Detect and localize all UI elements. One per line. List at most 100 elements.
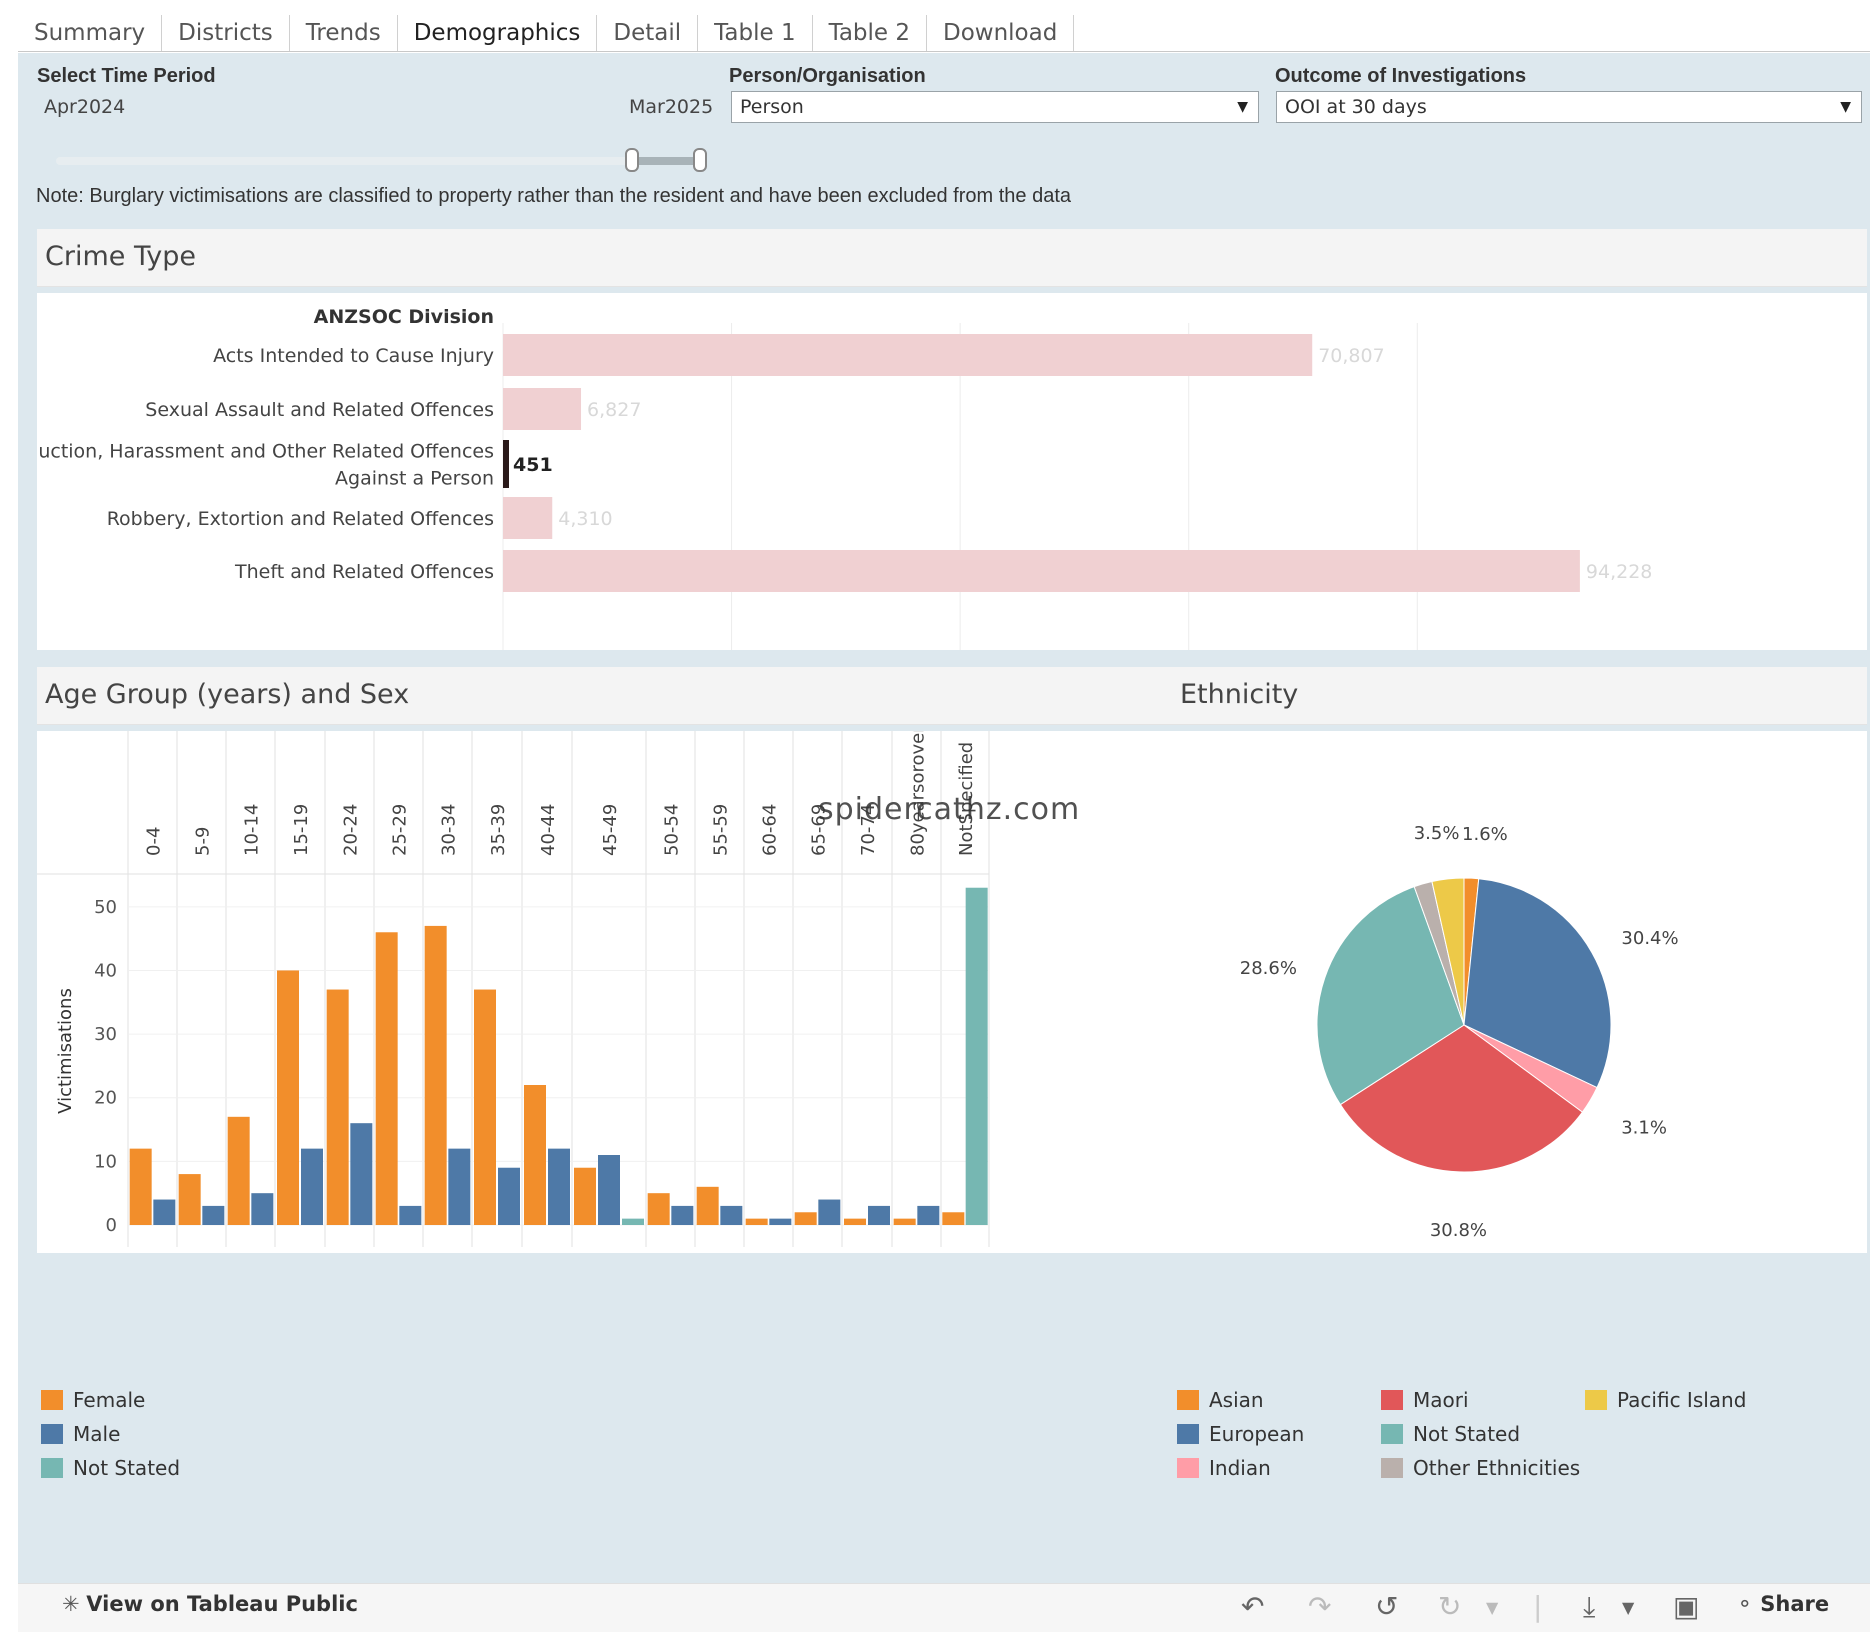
age-bar-female — [326, 989, 349, 1225]
tab-download[interactable]: Download — [927, 15, 1075, 51]
legend-swatch — [41, 1458, 63, 1478]
age-bar-male — [301, 1148, 323, 1225]
crime-value-label: 451 — [513, 454, 553, 476]
y-tick-label: 10 — [94, 1151, 117, 1172]
age-bar-male — [399, 1205, 422, 1225]
age-category-label: NotSpecified — [956, 742, 977, 856]
legend-item-indian[interactable]: Indian — [1177, 1456, 1271, 1480]
age-category-label: 80yearsorover — [908, 731, 929, 856]
age-category-label: 0-4 — [144, 827, 165, 856]
time-slider-track[interactable] — [56, 157, 656, 165]
person-org-title: Person/Organisation — [729, 65, 926, 87]
legend-item-female[interactable]: Female — [41, 1388, 145, 1412]
crime-category-label: Theft and Related Offences — [234, 561, 494, 583]
ethnicity-card: 1.6% 30.4% 3.1% 30.8% 28.6% 3.5% — [1172, 731, 1867, 1253]
age-bar-female — [893, 1218, 916, 1225]
legend-item-not-stated[interactable]: Not Stated — [41, 1456, 180, 1480]
crime-bar — [503, 334, 1313, 376]
legend-label: Maori — [1413, 1388, 1469, 1412]
forward-icon[interactable]: ↻ — [1438, 1590, 1462, 1623]
y-tick-label: 30 — [94, 1024, 117, 1045]
age-bar-not-stated — [622, 1218, 644, 1225]
chevron-down-icon[interactable]: ▼ — [1486, 1598, 1499, 1617]
tab-summary[interactable]: Summary — [18, 15, 163, 51]
share-icon: ⚬ — [1736, 1592, 1754, 1616]
pie-slice-not-stated — [1316, 886, 1465, 1106]
age-category-label: 5-9 — [193, 827, 214, 856]
view-on-tableau-button[interactable]: ✳ View on Tableau Public — [62, 1592, 358, 1616]
ethnicity-header: Ethnicity — [1172, 667, 1867, 725]
age-category-label: 20-24 — [341, 804, 362, 856]
crime-type-header: Crime Type — [37, 229, 1867, 287]
redo-icon[interactable]: ↷ — [1308, 1590, 1332, 1623]
legend-label: Pacific Island — [1617, 1388, 1747, 1412]
tab-districts[interactable]: Districts — [162, 15, 290, 51]
age-bar-male — [769, 1218, 792, 1225]
tab-demographics[interactable]: Demographics — [397, 15, 598, 51]
slider-end-label: Mar2025 — [629, 96, 714, 118]
pie-slice-maori — [1339, 1024, 1584, 1173]
legend-label: Asian — [1209, 1388, 1264, 1412]
tab-table-2[interactable]: Table 2 — [813, 15, 927, 51]
age-bar-female — [942, 1212, 965, 1225]
legend-item-pacific-island[interactable]: Pacific Island — [1585, 1388, 1746, 1412]
pie-label: 1.6% — [1462, 824, 1508, 845]
legend-swatch — [41, 1424, 63, 1444]
legend-item-asian[interactable]: Asian — [1177, 1388, 1264, 1412]
age-category-label: 25-29 — [390, 804, 411, 856]
fullscreen-icon[interactable]: ▣ — [1673, 1590, 1700, 1623]
legend-swatch — [1177, 1458, 1199, 1478]
tab-table-1[interactable]: Table 1 — [698, 15, 813, 51]
crime-value-label: 70,807 — [1318, 345, 1384, 367]
legend-swatch — [1381, 1390, 1403, 1410]
age-category-label: 65-69 — [809, 804, 830, 856]
pie-label: 3.5% — [1414, 823, 1460, 844]
pie-label: 3.1% — [1621, 1118, 1667, 1139]
chevron-down-icon[interactable]: ▼ — [1622, 1598, 1635, 1617]
age-bar-male — [598, 1155, 620, 1225]
slider-end-handle[interactable] — [693, 148, 707, 172]
revert-icon[interactable]: ↺ — [1375, 1590, 1399, 1623]
legend-label: Not Stated — [73, 1456, 181, 1480]
outcome-value: OOI at 30 days — [1285, 96, 1427, 118]
tab-trends[interactable]: Trends — [290, 15, 398, 51]
age-sex-header: Age Group (years) and Sex — [37, 667, 1176, 725]
age-bar-not-stated — [965, 887, 988, 1225]
legend-item-other-ethnicities[interactable]: Other Ethnicities — [1381, 1456, 1580, 1480]
age-category-label: 60-64 — [760, 804, 781, 856]
undo-icon[interactable]: ↶ — [1241, 1590, 1265, 1623]
age-category-label: 35-39 — [488, 804, 509, 856]
share-button[interactable]: ⚬ Share — [1736, 1592, 1829, 1616]
legend-label: Male — [73, 1422, 121, 1446]
age-bar-male — [917, 1205, 940, 1225]
pie-slice-pacific-island — [1431, 877, 1465, 1026]
age-bar-female — [129, 1148, 152, 1225]
watermark-text: spidercathz.com — [818, 792, 1081, 827]
legend-item-european[interactable]: European — [1177, 1422, 1304, 1446]
ethnicity-chart: 1.6% 30.4% 3.1% 30.8% 28.6% 3.5% — [1240, 823, 1679, 1241]
slider-start-handle[interactable] — [625, 148, 639, 172]
age-bar-female — [844, 1218, 866, 1225]
age-category-label: 55-59 — [711, 804, 732, 856]
outcome-title: Outcome of Investigations — [1275, 65, 1527, 87]
legend-label: Not Stated — [1413, 1422, 1521, 1446]
age-sex-card: 0 10 20 30 40 50 Victimisations 0-4 5-9 10-14 15-1… — [37, 725, 1176, 1253]
person-org-dropdown[interactable]: Person ▼ — [731, 91, 1259, 123]
view-on-tableau-label: View on Tableau Public — [86, 1592, 358, 1616]
legend-item-male[interactable]: Male — [41, 1422, 120, 1446]
crime-category-label: Sexual Assault and Related Offences — [145, 399, 494, 421]
tab-detail[interactable]: Detail — [597, 15, 699, 51]
dashboard-panel: Select Time Period Apr2024 Mar2025 Perso… — [1, 53, 1870, 1583]
crime-bar — [503, 497, 553, 539]
age-bar-male — [153, 1199, 176, 1225]
age-bar-male — [350, 1123, 373, 1225]
axis-title: ANZSOC Division — [314, 306, 494, 328]
outcome-dropdown[interactable]: OOI at 30 days ▼ — [1276, 91, 1862, 123]
age-category-label: 15-19 — [291, 804, 312, 856]
y-tick-label: 50 — [94, 897, 117, 918]
download-icon[interactable]: ⤓ — [1583, 1590, 1596, 1623]
pie-label: 28.6% — [1240, 958, 1297, 979]
legend-item-not-stated[interactable]: Not Stated — [1381, 1422, 1520, 1446]
age-bar-female — [178, 1174, 201, 1225]
legend-item-maori[interactable]: Maori — [1381, 1388, 1469, 1412]
